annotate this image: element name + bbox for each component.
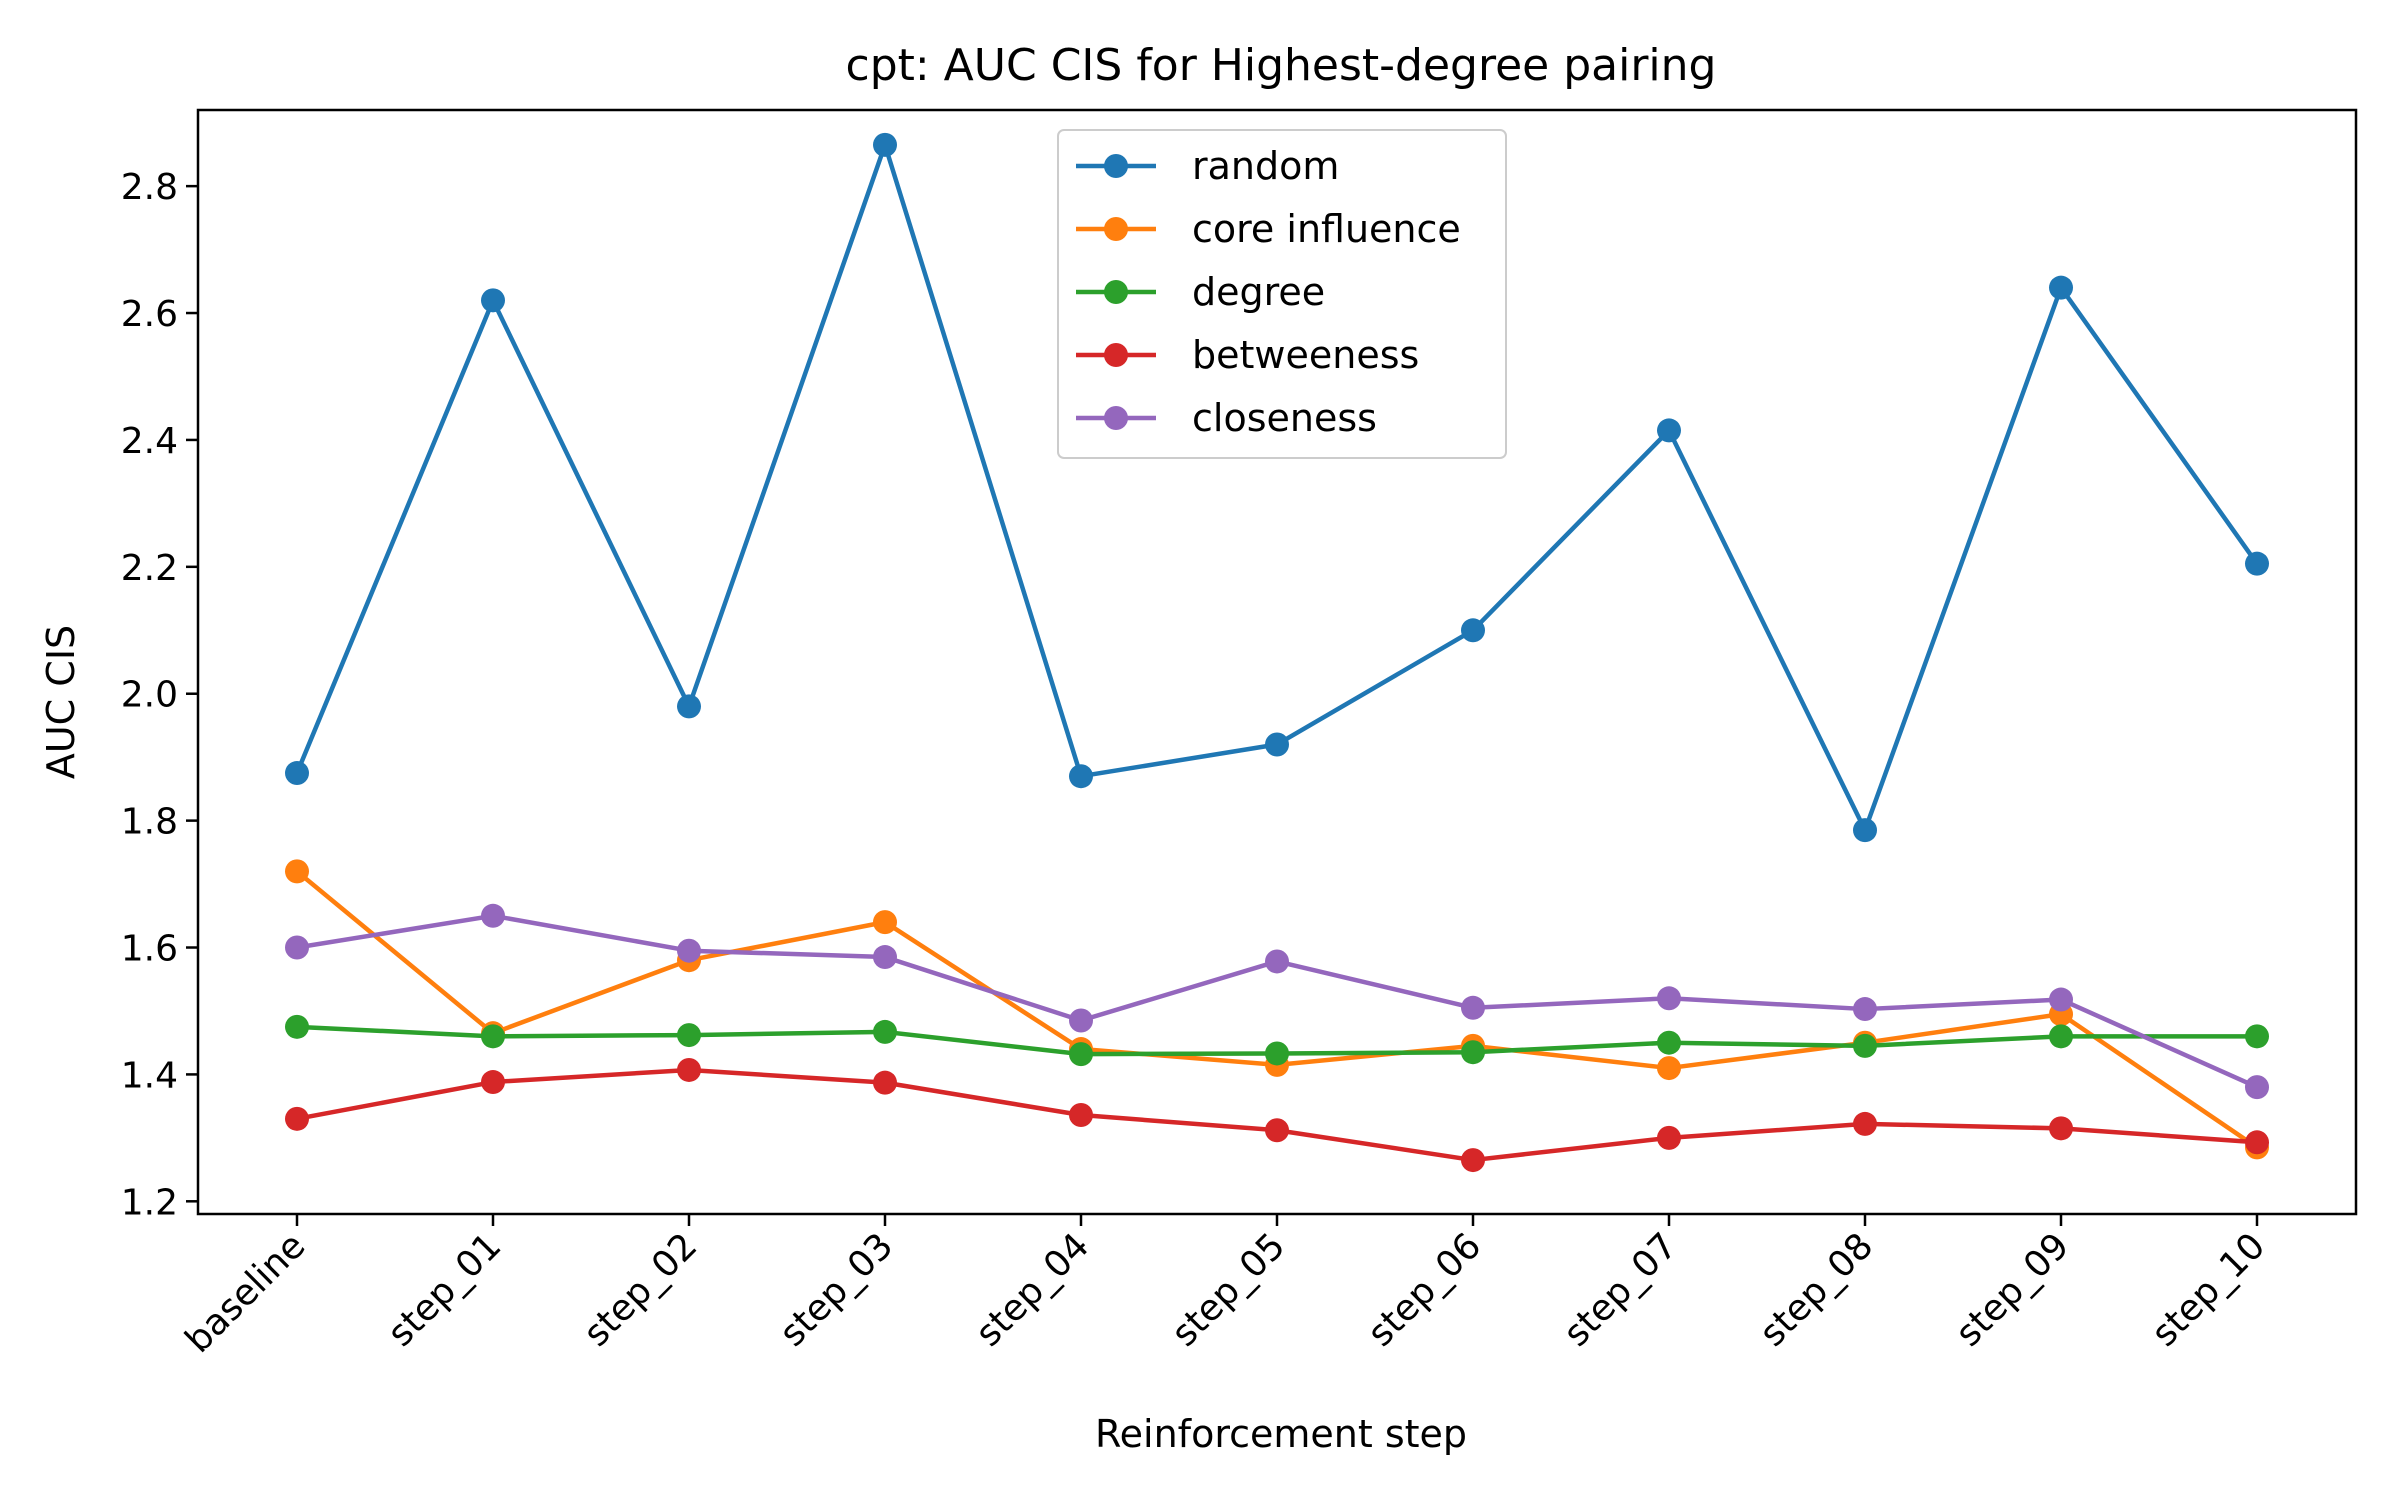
data-point-closeness <box>873 945 897 970</box>
data-point-degree <box>285 1014 309 1039</box>
data-point-closeness <box>2245 1075 2269 1100</box>
data-point-degree <box>2245 1024 2269 1049</box>
plot-frame <box>196 108 2358 1216</box>
data-point-closeness <box>677 938 701 963</box>
legend-marker-degree <box>1104 280 1128 304</box>
data-point-closeness <box>1069 1008 1093 1033</box>
data-point-closeness <box>1265 949 1289 974</box>
data-point-random <box>2049 275 2073 300</box>
legend-label-betweeness: betweeness <box>1192 333 1419 377</box>
data-point-degree <box>1461 1040 1485 1065</box>
data-point-random <box>481 288 505 313</box>
data-point-random <box>1853 818 1877 843</box>
y-tick-label: 1.4 <box>121 1055 178 1096</box>
y-tick-label: 2.8 <box>121 167 178 208</box>
data-point-degree <box>2049 1024 2073 1049</box>
y-axis-title: AUC CIS <box>39 625 83 779</box>
data-point-degree <box>1265 1041 1289 1066</box>
data-point-degree <box>1657 1030 1681 1055</box>
data-point-betweeness <box>1069 1103 1093 1128</box>
legend-label-random: random <box>1192 144 1339 188</box>
data-point-random <box>677 694 701 719</box>
data-point-random <box>1461 618 1485 643</box>
legend-label-core-influence: core influence <box>1192 207 1461 251</box>
legend-marker-closeness <box>1104 406 1128 430</box>
data-point-random <box>1657 418 1681 443</box>
data-point-degree <box>481 1024 505 1049</box>
data-point-random <box>2245 551 2269 576</box>
data-point-betweeness <box>2245 1130 2269 1155</box>
data-point-random <box>1265 732 1289 757</box>
legend: random core influence degree betweeness clos… <box>1057 129 1507 459</box>
data-point-degree <box>1069 1042 1093 1067</box>
legend-marker-random <box>1104 154 1128 178</box>
legend-marker-core-influence <box>1104 217 1128 241</box>
y-tick-label: 2.0 <box>121 675 178 716</box>
data-point-degree <box>873 1019 897 1044</box>
data-point-betweeness <box>285 1106 309 1131</box>
y-tick-label: 2.2 <box>121 548 178 589</box>
data-point-degree <box>677 1023 701 1048</box>
data-point-closeness <box>481 903 505 928</box>
data-point-betweeness <box>1461 1148 1485 1173</box>
legend-marker-betweeness <box>1104 343 1128 367</box>
data-point-closeness <box>1853 997 1877 1022</box>
legend-box <box>1057 129 1507 459</box>
y-tick-label: 1.8 <box>121 802 178 843</box>
data-point-closeness <box>285 935 309 960</box>
legend-label-closeness: closeness <box>1192 396 1377 440</box>
y-tick-label: 2.6 <box>121 294 178 335</box>
data-point-betweeness <box>1657 1125 1681 1150</box>
chart-title: cpt: AUC CIS for Highest-degree pairing <box>846 40 1717 91</box>
data-point-betweeness <box>677 1057 701 1082</box>
data-point-random <box>873 132 897 157</box>
data-point-core-influence <box>285 859 309 884</box>
data-point-random <box>1069 764 1093 789</box>
data-point-betweeness <box>1853 1111 1877 1136</box>
legend-label-degree: degree <box>1192 270 1325 314</box>
data-point-betweeness <box>2049 1116 2073 1141</box>
x-axis-title: Reinforcement step <box>1095 1412 1467 1456</box>
data-point-degree <box>1853 1033 1877 1058</box>
y-tick-label: 2.4 <box>121 421 178 462</box>
data-point-random <box>285 761 309 786</box>
data-point-core-influence <box>873 910 897 935</box>
data-point-closeness <box>1461 995 1485 1020</box>
data-point-betweeness <box>481 1070 505 1095</box>
data-point-betweeness <box>1265 1118 1289 1143</box>
data-point-betweeness <box>873 1070 897 1095</box>
data-point-closeness <box>2049 987 2073 1012</box>
y-tick-label: 1.2 <box>121 1182 178 1223</box>
y-tick-label: 1.6 <box>121 929 178 970</box>
data-point-core-influence <box>1657 1056 1681 1081</box>
data-point-closeness <box>1657 986 1681 1011</box>
